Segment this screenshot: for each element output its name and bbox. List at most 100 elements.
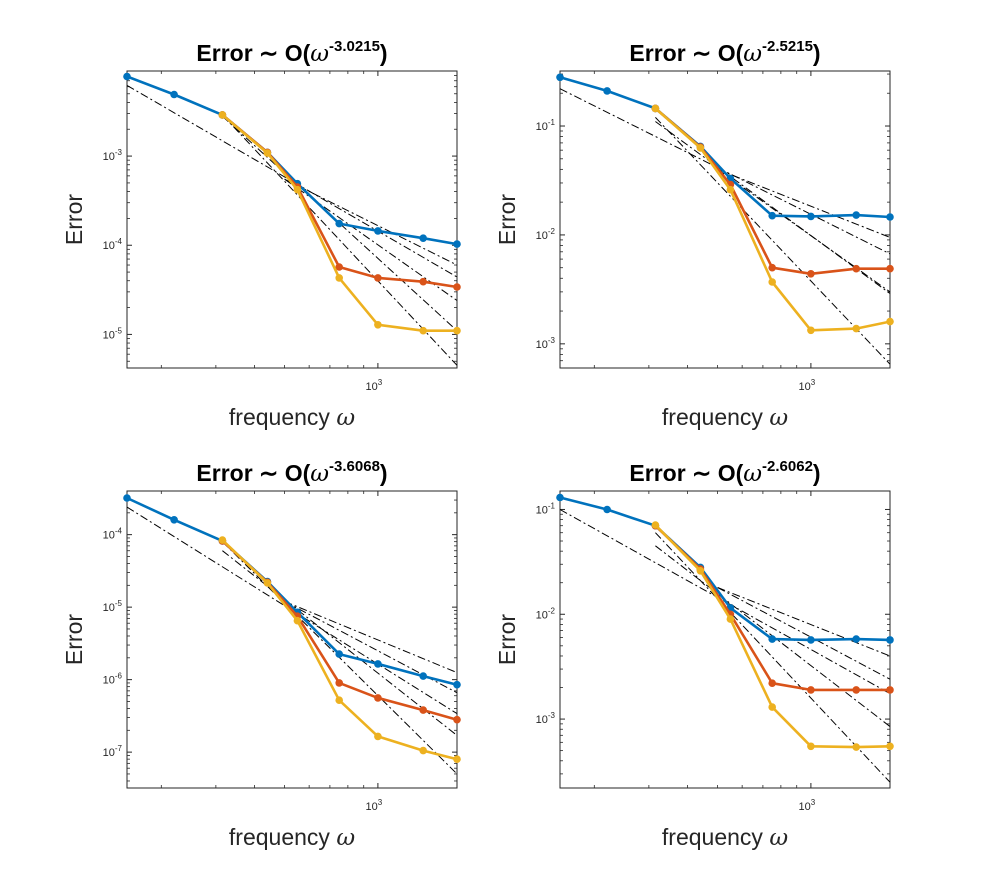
y-tick-label: 10-4 [103, 237, 123, 252]
reference-line-5 [717, 587, 891, 657]
data-point [374, 732, 382, 741]
data-point [453, 715, 461, 724]
data-point [603, 505, 611, 514]
x-axis-label: frequency ω [662, 404, 788, 431]
data-point [123, 494, 131, 502]
data-point [852, 324, 860, 333]
x-axis-label: frequency ω [662, 824, 788, 851]
reference-line-5 [284, 600, 458, 674]
data-point [218, 536, 227, 544]
x-axis-label: frequency ω [229, 824, 355, 851]
data-point [453, 326, 461, 335]
y-tick-label: 10-3 [103, 148, 123, 163]
data-point [807, 326, 815, 335]
data-point [768, 679, 776, 687]
data-point [768, 263, 776, 272]
data-point [419, 277, 428, 286]
data-point [886, 686, 894, 694]
data-point [886, 636, 894, 644]
chart-panel-1: 10-3 10-4 10-5 103 Error ∼ O(ω-3.0215) freque… [61, 38, 461, 431]
data-point [886, 317, 894, 326]
data-point [335, 274, 344, 282]
data-point [374, 321, 382, 329]
series-3 [218, 111, 461, 335]
chart-panel-2: 10-1 10-2 10-3 103 Error ∼ O(ω-2.5215) freque… [494, 38, 894, 431]
y-axis-label: Error [494, 194, 520, 245]
data-point [335, 679, 344, 687]
data-point [852, 635, 860, 643]
data-point [807, 636, 815, 644]
chart-title: Error ∼ O(ω-3.0215) [196, 38, 387, 67]
data-point [419, 746, 428, 755]
data-point [453, 755, 461, 763]
x-tick-label: 103 [799, 798, 816, 813]
data-point [335, 263, 344, 271]
data-point [852, 686, 860, 694]
data-point [335, 650, 344, 658]
reference-line-4 [717, 587, 891, 680]
data-point [170, 516, 178, 524]
reference-line-2 [222, 115, 458, 332]
data-point [218, 111, 227, 119]
data-point [263, 579, 272, 587]
y-tick-label: 10-1 [536, 501, 556, 516]
chart-panel-4: 10-1 10-2 10-3 103 Error ∼ O(ω-2.6062) freque… [494, 458, 894, 851]
reference-lines [559, 88, 891, 365]
chart-panel-3: 10-4 10-5 10-6 10-7 103 Error ∼ O(ω-3.6068) fr… [61, 458, 461, 851]
reference-line-3 [655, 532, 891, 783]
x-tick-label: 103 [366, 798, 383, 813]
series-3 [218, 536, 461, 763]
data-point [556, 73, 564, 82]
data-point [293, 185, 302, 194]
data-point [886, 264, 894, 273]
data-point [768, 278, 776, 286]
data-point [293, 616, 302, 625]
data-point [651, 521, 660, 529]
reference-line-2 [655, 121, 891, 294]
data-point [768, 703, 776, 711]
data-point [123, 72, 131, 81]
plot-area [559, 70, 891, 369]
data-point [556, 493, 564, 502]
data-point [726, 615, 735, 623]
reference-line-3 [655, 117, 891, 365]
chart-title: Error ∼ O(ω-3.6068) [196, 458, 387, 487]
data-point [768, 635, 776, 643]
y-tick-label: 10-2 [536, 227, 556, 242]
data-point [807, 270, 815, 278]
data-point [696, 567, 705, 575]
x-tick-label: 103 [799, 378, 816, 393]
x-axis-label: frequency ω [229, 404, 355, 431]
data-point [651, 104, 660, 113]
y-tick-label: 10-7 [103, 744, 123, 759]
data-point [886, 742, 894, 751]
data-point [419, 234, 428, 242]
plot-area [126, 70, 458, 369]
data-point [852, 743, 860, 751]
chart-title: Error ∼ O(ω-2.5215) [629, 38, 820, 67]
data-point [807, 686, 815, 694]
data-point [696, 144, 705, 152]
reference-line-5 [717, 168, 891, 293]
y-axis-label: Error [61, 194, 87, 245]
reference-line-4 [717, 168, 891, 238]
data-point [726, 185, 735, 194]
y-axis-label: Error [61, 614, 87, 665]
data-point [374, 227, 382, 235]
data-point [419, 672, 428, 680]
data-point [886, 213, 894, 221]
data-point [170, 90, 178, 99]
chart-title: Error ∼ O(ω-2.6062) [629, 458, 820, 487]
data-point [335, 219, 344, 228]
data-point [335, 696, 344, 704]
data-point [453, 680, 461, 689]
series-3 [651, 521, 894, 751]
data-point [263, 149, 272, 157]
data-point [768, 211, 776, 220]
data-point [807, 742, 815, 751]
data-point [852, 264, 860, 273]
y-tick-label: 10-5 [103, 326, 123, 341]
series-3 [651, 104, 894, 335]
data-point [852, 211, 860, 219]
